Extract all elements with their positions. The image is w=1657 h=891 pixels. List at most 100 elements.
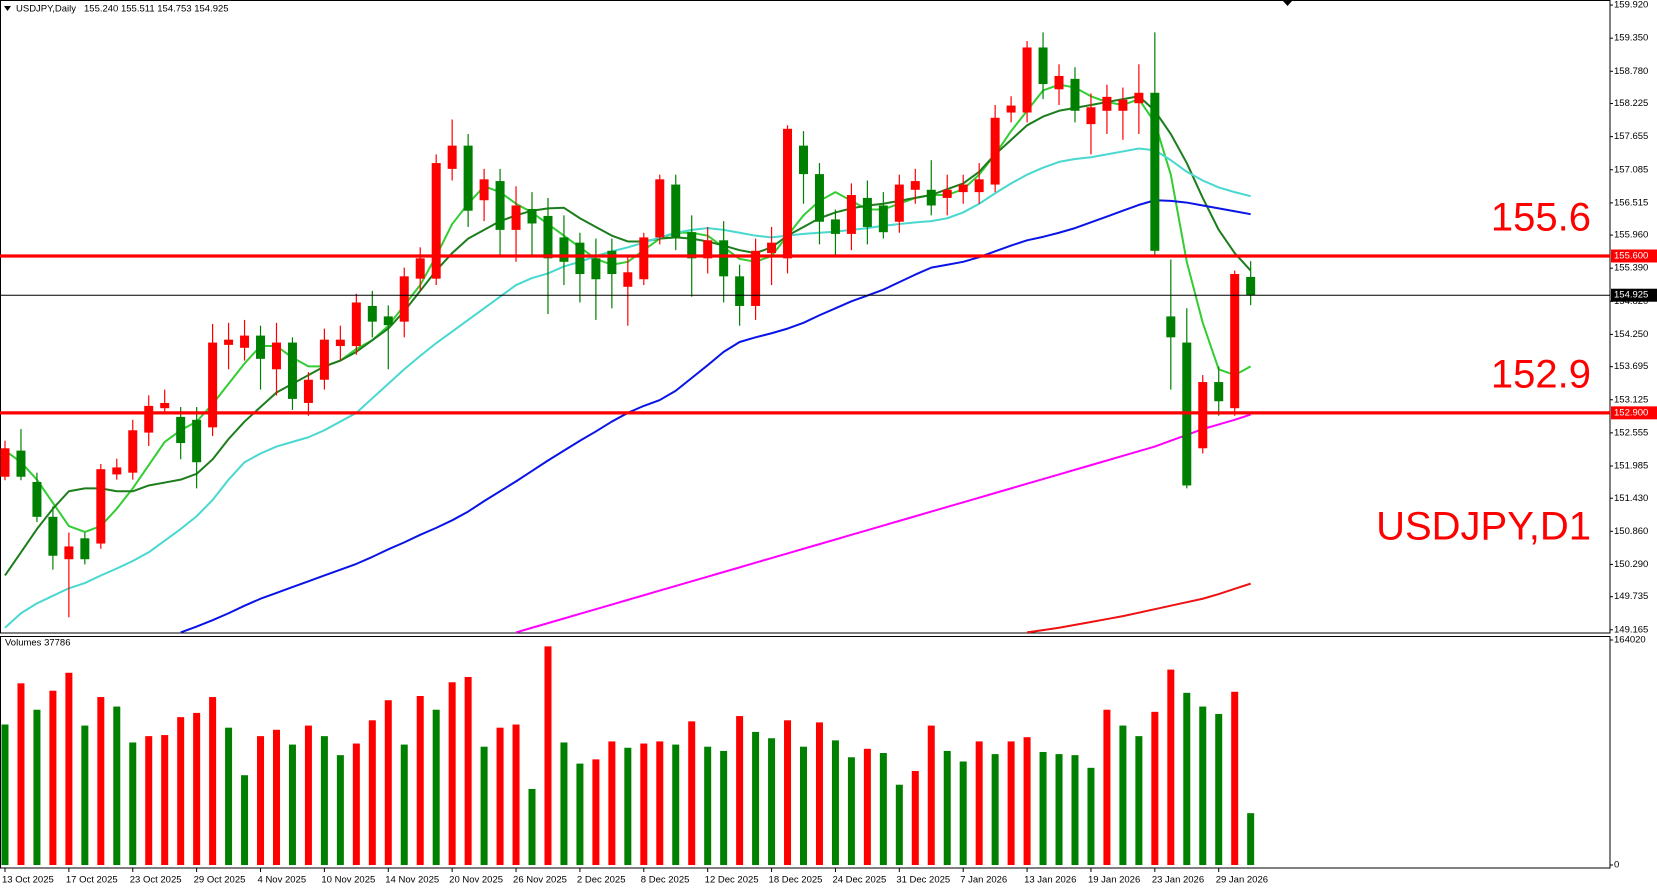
level-label: 152.9	[1491, 352, 1591, 396]
x-tick-label: 19 Jan 2026	[1088, 875, 1140, 886]
y-tick-label: 150.860	[1614, 526, 1648, 537]
candle-body	[639, 237, 649, 280]
x-tick-label: 14 Nov 2025	[385, 875, 439, 886]
volume-bar	[320, 736, 328, 865]
candle-body	[1038, 47, 1048, 85]
candle-body	[1022, 47, 1032, 113]
candle-body	[1054, 75, 1064, 90]
volume-bar	[879, 753, 887, 865]
candle-body	[814, 174, 824, 222]
y-tick-label: 151.985	[1614, 461, 1648, 472]
candle-body	[799, 145, 808, 175]
candle-body	[910, 181, 920, 190]
volume-bar	[1183, 692, 1191, 865]
y-tick-label: 154.250	[1614, 329, 1648, 340]
volume-bar	[800, 746, 807, 865]
candle-body	[878, 205, 888, 233]
volume-bar	[464, 676, 472, 865]
candle-body	[1214, 382, 1224, 402]
x-tick-label: 20 Nov 2025	[449, 875, 503, 886]
candle-body	[958, 184, 968, 193]
candle-body	[64, 546, 74, 560]
volume-bar	[688, 721, 696, 865]
x-tick-label: 18 Dec 2025	[769, 875, 823, 886]
y-tick-label: 149.165	[1614, 624, 1648, 635]
price-plot	[0, 32, 1610, 633]
volume-bar	[975, 741, 983, 865]
watermark: USDJPY,D1	[1376, 505, 1591, 549]
volume-bar	[704, 746, 712, 865]
volume-bar	[959, 761, 967, 865]
volume-bar	[209, 697, 217, 865]
candle-body	[415, 258, 425, 279]
volume-bar	[129, 742, 137, 865]
volume-bar	[1071, 755, 1079, 865]
candle-body	[1118, 99, 1128, 111]
y-tick-label: 158.225	[1614, 98, 1648, 109]
candle-body	[767, 242, 777, 254]
candle-body	[735, 276, 745, 306]
ohlc-label: 155.240 155.511 154.753 154.925	[84, 4, 229, 15]
volume-bar	[544, 646, 552, 865]
volume-bar	[81, 725, 89, 865]
volume-bar	[65, 672, 73, 865]
candle-body	[1246, 276, 1256, 296]
candle-body	[383, 316, 393, 326]
volume-bar	[113, 706, 121, 865]
volume-bar	[895, 784, 903, 865]
candle-body	[48, 516, 58, 556]
y-tick-label: 149.735	[1614, 591, 1648, 602]
x-tick-label: 8 Dec 2025	[641, 875, 690, 886]
candle-body	[447, 145, 457, 169]
candle-body	[1198, 382, 1208, 449]
volume-bar	[1023, 737, 1031, 865]
candle-body	[160, 402, 170, 409]
volume-title: Volumes 37786	[5, 638, 71, 649]
candle-body	[655, 179, 665, 238]
candle-body	[703, 240, 713, 259]
candle-body	[287, 342, 297, 399]
y-tick-label: 155.390	[1614, 263, 1648, 274]
y-tick-label: 158.780	[1614, 66, 1648, 77]
candle-body	[607, 250, 617, 275]
y-tick-label: 159.350	[1614, 33, 1648, 44]
last-price-tag-bg	[1611, 288, 1657, 302]
x-tick-label: 23 Jan 2026	[1152, 875, 1204, 886]
volume-bar	[1199, 706, 1207, 865]
candle-body	[335, 339, 345, 347]
volume-bar	[1215, 713, 1223, 865]
candle-body	[1086, 107, 1096, 125]
x-tick-label: 7 Jan 2026	[960, 875, 1007, 886]
candle-body	[0, 448, 10, 477]
volume-bar	[1087, 767, 1095, 865]
x-tick-label: 26 Nov 2025	[513, 875, 567, 886]
candle-body	[1230, 274, 1240, 409]
volume-bar	[225, 727, 233, 865]
candle-body	[16, 450, 26, 477]
candle-body	[1006, 105, 1016, 113]
candle-body	[224, 339, 234, 345]
volume-bar	[560, 742, 568, 865]
volume-bar	[1247, 813, 1255, 865]
volume-bar	[512, 724, 520, 865]
volume-bar	[576, 763, 584, 865]
volume-bar	[432, 709, 440, 865]
candle-body	[32, 481, 42, 517]
candle-body	[367, 305, 377, 322]
menu-arrow[interactable]	[4, 6, 11, 11]
candle-body	[463, 145, 473, 211]
candle-body	[479, 179, 489, 201]
volume-bar	[368, 720, 376, 865]
candle-body	[974, 179, 984, 193]
moving-average-line	[1026, 582, 1251, 633]
candle-body	[1070, 78, 1080, 111]
candle-body	[1166, 316, 1176, 338]
volume-bar	[33, 709, 41, 865]
volume-bar	[177, 717, 185, 865]
y-tick-label: 157.085	[1614, 164, 1648, 175]
candle-body	[1134, 92, 1144, 104]
volume-bar	[241, 775, 249, 865]
volume-bar	[1055, 754, 1063, 865]
candle-body	[862, 197, 872, 227]
